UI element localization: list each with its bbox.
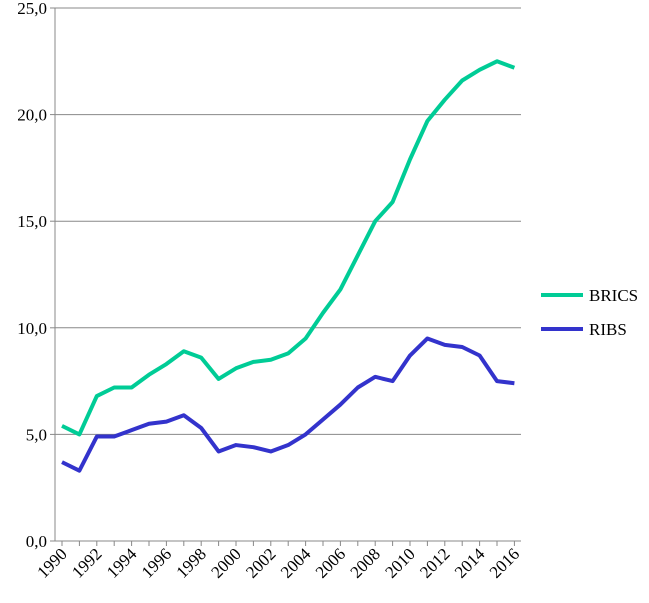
x-tick-label: 2006 <box>312 544 349 581</box>
series-line-brics <box>62 61 514 434</box>
x-tick-label: 1998 <box>173 544 210 581</box>
x-tick-label: 1994 <box>103 544 141 582</box>
y-tick-label: 20,0 <box>17 106 47 125</box>
x-tick-label: 1992 <box>68 544 105 581</box>
x-tick-label: 1996 <box>138 544 175 581</box>
y-tick-label: 10,0 <box>17 319 47 338</box>
y-tick-label: 15,0 <box>17 212 47 231</box>
x-tick-label: 2008 <box>347 544 384 581</box>
y-tick-label: 25,0 <box>17 0 47 18</box>
y-tick-label: 0,0 <box>26 532 47 551</box>
y-tick-label: 5,0 <box>26 425 47 444</box>
series-line-ribs <box>62 338 514 470</box>
legend-label: RIBS <box>589 320 627 339</box>
legend-label: BRICS <box>589 286 638 305</box>
x-tick-label: 2016 <box>486 544 523 581</box>
x-tick-label: 2004 <box>277 544 315 582</box>
x-tick-label: 2002 <box>242 544 279 581</box>
x-tick-label: 2000 <box>207 544 244 581</box>
x-tick-label: 2012 <box>416 544 453 581</box>
x-tick-label: 2010 <box>381 544 418 581</box>
x-tick-label: 2014 <box>451 544 489 582</box>
